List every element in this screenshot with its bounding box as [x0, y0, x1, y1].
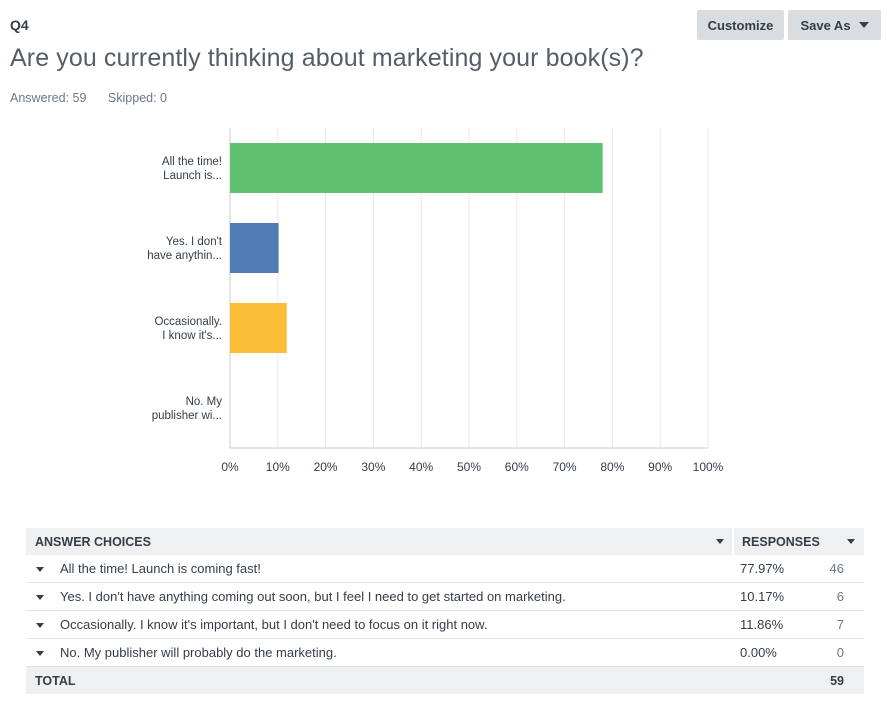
- skipped-count: Skipped: 0: [107, 91, 167, 105]
- x-tick-label: 50%: [457, 460, 481, 474]
- y-category-label: No. My: [186, 396, 223, 408]
- x-tick-label: 90%: [648, 460, 672, 474]
- y-category-label: have anythin...: [147, 250, 222, 262]
- answer-percent: 77.97%: [740, 561, 785, 576]
- table-header: ANSWER CHOICES RESPONSES: [26, 528, 864, 555]
- total-label: TOTAL: [35, 673, 76, 688]
- total-value: 59: [830, 673, 844, 688]
- answer-count: 0: [836, 645, 844, 660]
- header-responses[interactable]: RESPONSES: [742, 534, 820, 549]
- answer-count: 46: [829, 561, 844, 576]
- table-row: Occasionally. I know it's important, but…: [26, 611, 864, 639]
- table-row: No. My publisher will probably do the ma…: [26, 639, 864, 667]
- answer-percent: 10.17%: [740, 589, 785, 604]
- x-tick-label: 60%: [505, 460, 529, 474]
- save-as-button[interactable]: Save As: [788, 10, 881, 40]
- x-tick-label: 20%: [314, 460, 338, 474]
- expand-caret-icon[interactable]: [36, 567, 44, 572]
- sort-caret-icon[interactable]: [716, 539, 724, 544]
- x-tick-label: 30%: [361, 460, 385, 474]
- bar[interactable]: [230, 143, 603, 193]
- response-stats: Answered: 59 Skipped: 0: [10, 91, 185, 105]
- answer-count: 6: [836, 589, 844, 604]
- page-title: Are you currently thinking about marketi…: [10, 44, 644, 72]
- header-answer-choices[interactable]: ANSWER CHOICES: [35, 534, 151, 549]
- bar[interactable]: [230, 303, 287, 353]
- y-category-label: Launch is...: [163, 170, 222, 182]
- expand-caret-icon[interactable]: [36, 651, 44, 656]
- table-row: All the time! Launch is coming fast! 77.…: [26, 555, 864, 583]
- sort-caret-icon[interactable]: [847, 539, 855, 544]
- x-tick-label: 0%: [221, 460, 239, 474]
- x-tick-label: 10%: [266, 460, 290, 474]
- answer-percent: 11.86%: [740, 617, 784, 632]
- bar[interactable]: [230, 223, 279, 273]
- y-category-label: Yes. I don't: [166, 236, 223, 248]
- answered-count: Answered: 59: [10, 91, 87, 105]
- table-row: Yes. I don't have anything coming out so…: [26, 583, 864, 611]
- table-total-row: TOTAL 59: [26, 667, 864, 694]
- expand-caret-icon[interactable]: [36, 623, 44, 628]
- customize-button-label: Customize: [707, 17, 774, 33]
- x-tick-label: 70%: [553, 460, 577, 474]
- answer-label: Yes. I don't have anything coming out so…: [60, 589, 566, 604]
- bar-chart: 0% 10% 20% 30% 40% 50% 60% 70% 80% 90% 100% All the…: [147, 128, 724, 474]
- answer-label: No. My publisher will probably do the ma…: [60, 645, 337, 660]
- answer-count: 7: [836, 617, 844, 632]
- answer-table: ANSWER CHOICES RESPONSES All the time! L…: [26, 528, 864, 694]
- header-divider: [732, 528, 734, 555]
- customize-button[interactable]: Customize: [697, 10, 784, 40]
- y-category-label: Occasionally.: [154, 316, 222, 328]
- x-tick-label: 40%: [409, 460, 433, 474]
- answer-label: All the time! Launch is coming fast!: [60, 561, 261, 576]
- question-number: Q4: [10, 17, 29, 33]
- answer-percent: 0.00%: [740, 645, 777, 660]
- y-category-label: I know it's...: [162, 330, 222, 342]
- x-tick-label: 100%: [693, 460, 724, 474]
- chevron-down-icon: [858, 22, 869, 28]
- answer-label: Occasionally. I know it's important, but…: [60, 617, 488, 632]
- y-category-label: publisher wi...: [152, 410, 222, 422]
- expand-caret-icon[interactable]: [36, 595, 44, 600]
- x-tick-label: 80%: [600, 460, 624, 474]
- save-as-button-label: Save As: [800, 17, 851, 33]
- y-category-label: All the time!: [162, 156, 222, 168]
